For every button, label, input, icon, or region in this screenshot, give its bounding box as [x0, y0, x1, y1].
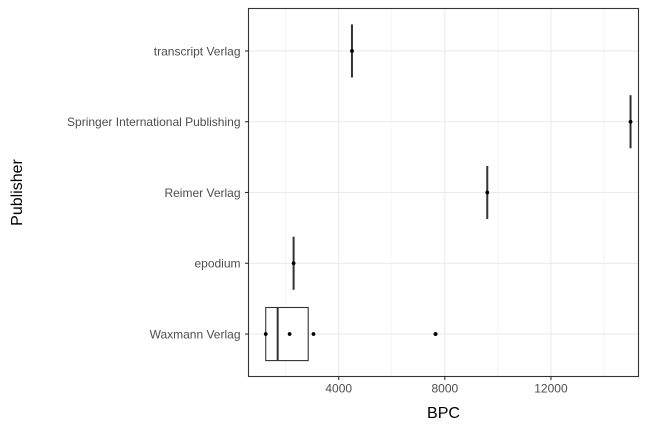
- x-tick-label: 4000: [325, 382, 352, 396]
- data-point: [287, 332, 292, 336]
- y-tick-label: Springer International Publishing: [67, 115, 240, 129]
- y-tick-label: Reimer Verlag: [164, 186, 240, 200]
- chart-marks: [263, 24, 633, 362]
- y-axis-title: Publisher: [9, 158, 26, 225]
- data-point: [350, 49, 354, 53]
- x-tick-label: 12000: [534, 382, 568, 396]
- data-point: [628, 119, 633, 124]
- x-axis: 4000 8000 12000: [325, 376, 568, 396]
- data-point: [263, 332, 268, 336]
- y-tick-label: epodium: [194, 257, 240, 271]
- data-point: [291, 261, 296, 266]
- x-axis-title: BPC: [427, 405, 460, 422]
- data-point: [433, 332, 438, 336]
- box: [265, 306, 309, 362]
- x-tick-label: 8000: [431, 382, 458, 396]
- y-tick-label: transcript Verlag: [154, 44, 241, 58]
- data-point: [485, 190, 490, 195]
- y-axis: Waxmann Verlag epodium Reimer Verlag Spring…: [67, 44, 249, 341]
- data-point: [311, 332, 316, 336]
- y-tick-label: Waxmann Verlag: [150, 327, 241, 341]
